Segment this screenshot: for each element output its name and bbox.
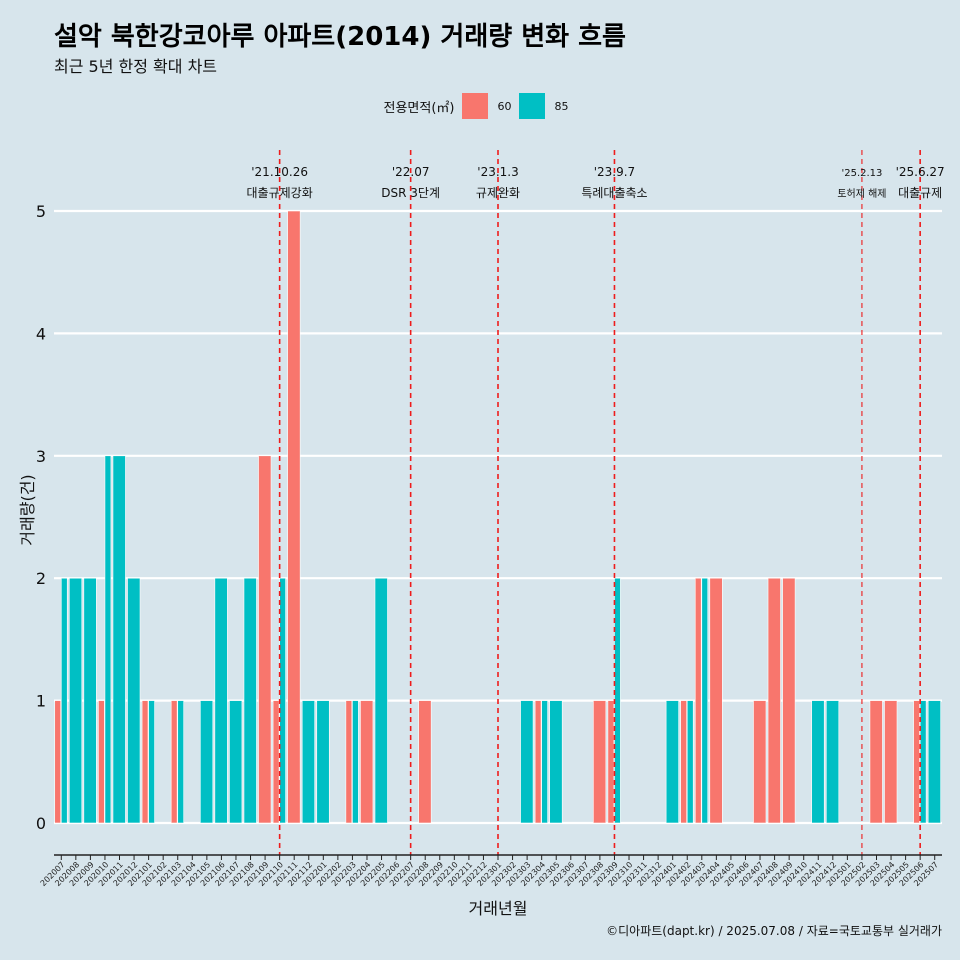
bar-85-202011 bbox=[112, 455, 126, 824]
bar-85-202101 bbox=[148, 700, 155, 824]
legend-label-85: 85 bbox=[554, 99, 569, 113]
y-tick-label: 3 bbox=[36, 447, 46, 466]
event-label-202301: 규제완화 bbox=[476, 186, 520, 200]
y-tick-label: 4 bbox=[36, 324, 46, 343]
bar-85-202205 bbox=[374, 577, 388, 824]
bar-60-202402 bbox=[680, 700, 687, 824]
bar-60-202101 bbox=[141, 700, 149, 824]
bar-60-202010 bbox=[98, 700, 105, 824]
legend-key-60 bbox=[462, 93, 489, 119]
bar-85-202402 bbox=[686, 700, 694, 824]
bar-85-202105 bbox=[200, 700, 214, 824]
event-date-202502: '25.2.13 bbox=[841, 168, 882, 179]
bar-85-202008 bbox=[68, 577, 83, 824]
y-tick-label: 1 bbox=[36, 692, 46, 711]
bar-60-202204 bbox=[360, 700, 374, 824]
bar-85-202201 bbox=[316, 700, 330, 824]
y-tick-label: 5 bbox=[36, 202, 46, 221]
credit-line: ©디아파트(dapt.kr) / 2025.07.08 / 자료=국토교통부 실… bbox=[606, 924, 942, 938]
bar-85-202010 bbox=[104, 455, 112, 824]
chart-title: 설악 북한강코아루 아파트(2014) 거래량 변화 흐름 bbox=[54, 22, 626, 52]
bar-85-202110 bbox=[279, 577, 286, 824]
bar-85-202304 bbox=[541, 700, 548, 824]
x-axis-title: 거래년월 bbox=[469, 899, 528, 918]
bar-85-202108 bbox=[243, 577, 257, 824]
bar-85-202106 bbox=[214, 577, 228, 824]
bar-85-202309 bbox=[614, 577, 621, 824]
bar-60-202408 bbox=[767, 577, 781, 824]
bar-60-202203 bbox=[345, 700, 353, 824]
bar-85-202203 bbox=[352, 700, 359, 824]
bar-60-202309 bbox=[607, 700, 615, 824]
bar-60-202403 bbox=[694, 577, 702, 824]
y-tick-label: 2 bbox=[36, 569, 46, 588]
event-label-202110: 대출규제강화 bbox=[247, 186, 313, 200]
bar-60-202111 bbox=[287, 210, 301, 824]
bar-85-202507 bbox=[927, 700, 941, 824]
event-date-202207: '22.07 bbox=[392, 165, 430, 179]
y-tick-label: 0 bbox=[36, 814, 46, 833]
legend-key-85 bbox=[519, 93, 546, 119]
bar-85-202401 bbox=[665, 700, 679, 824]
chart-subtitle: 최근 5년 한정 확대 차트 bbox=[54, 57, 218, 76]
event-date-202506: '25.6.27 bbox=[896, 165, 945, 179]
bar-85-202112 bbox=[301, 700, 316, 824]
bar-85-202411 bbox=[811, 700, 825, 824]
bar-85-202305 bbox=[549, 700, 563, 824]
bar-60-202506 bbox=[913, 700, 920, 824]
event-label-202502: 토허제 해제 bbox=[837, 187, 886, 200]
bar-85-202303 bbox=[520, 700, 534, 824]
event-date-202309: '23.9.7 bbox=[594, 165, 635, 179]
bar-85-202007 bbox=[60, 577, 68, 824]
event-label-202207: DSR 3단계 bbox=[381, 186, 440, 200]
bar-85-202012 bbox=[127, 577, 141, 824]
bar-85-202412 bbox=[825, 700, 840, 824]
bar-85-202107 bbox=[229, 700, 243, 824]
bar-85-202103 bbox=[177, 700, 184, 824]
bar-60-202504 bbox=[884, 700, 898, 824]
bar-60-202304 bbox=[534, 700, 542, 824]
bar-85-202506 bbox=[919, 700, 927, 824]
event-date-202110: '21.10.26 bbox=[251, 165, 308, 179]
bar-60-202110 bbox=[272, 700, 280, 824]
event-date-202301: '23.1.3 bbox=[477, 165, 518, 179]
legend-title: 전용면적(㎡) bbox=[383, 100, 455, 116]
bar-60-202409 bbox=[782, 577, 796, 824]
y-axis-title: 거래량(건) bbox=[18, 474, 37, 545]
bar-85-202009 bbox=[83, 577, 97, 824]
bar-60-202407 bbox=[753, 700, 767, 824]
bar-60-202103 bbox=[170, 700, 178, 824]
bar-60-202109 bbox=[258, 455, 272, 824]
bar-60-202007 bbox=[54, 700, 61, 824]
event-label-202309: 특례대출축소 bbox=[581, 186, 647, 200]
bar-60-202404 bbox=[709, 577, 723, 824]
event-label-202506: 대출규제 bbox=[898, 186, 942, 200]
bar-60-202503 bbox=[869, 700, 883, 824]
bar-60-202208 bbox=[418, 700, 432, 824]
legend: 전용면적(㎡) 60 85 bbox=[0, 93, 960, 119]
legend-label-60: 60 bbox=[497, 99, 512, 113]
bar-85-202403 bbox=[701, 577, 709, 824]
bar-60-202308 bbox=[593, 700, 607, 824]
